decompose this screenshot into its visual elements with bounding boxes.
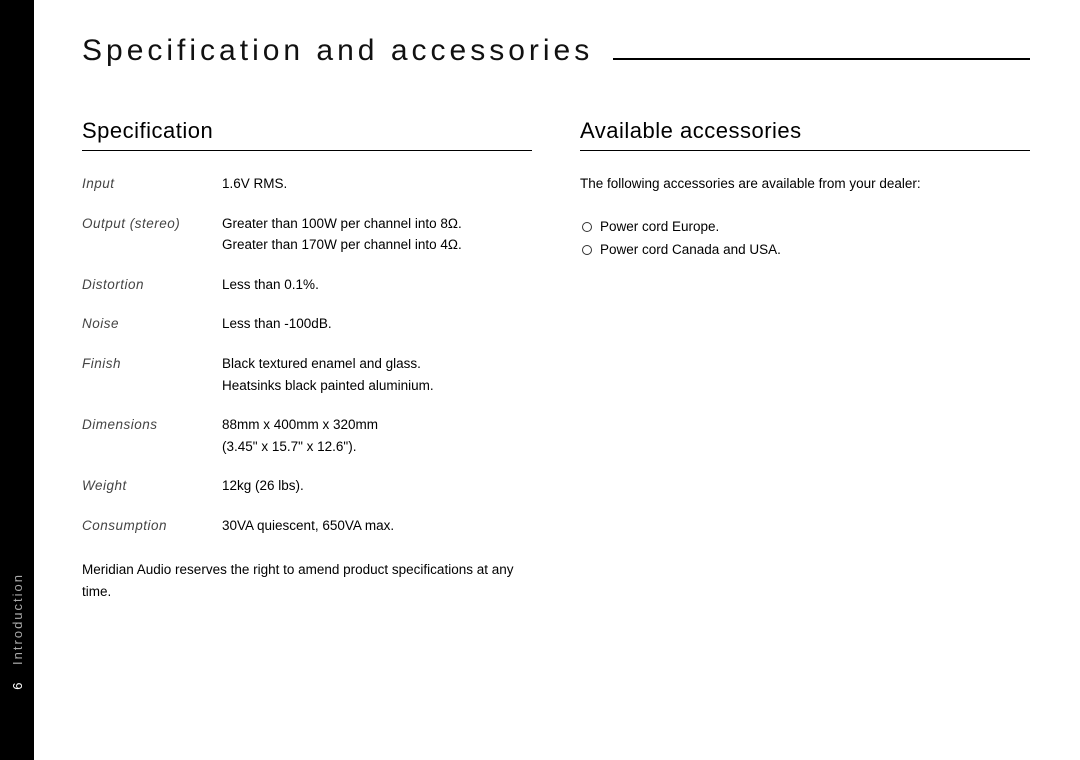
spec-note: Meridian Audio reserves the right to ame… <box>82 559 532 605</box>
spec-row: Output (stereo)Greater than 100W per cha… <box>82 213 462 274</box>
spec-label: Weight <box>82 475 222 515</box>
spec-label: Consumption <box>82 515 222 555</box>
spec-row: Consumption30VA quiescent, 650VA max. <box>82 515 462 555</box>
spec-label: Distortion <box>82 274 222 314</box>
spec-row: DistortionLess than 0.1%. <box>82 274 462 314</box>
sidebar: 6 Introduction <box>0 0 34 760</box>
spec-row: FinishBlack textured enamel and glass.He… <box>82 353 462 414</box>
spec-value: Less than -100dB. <box>222 313 462 353</box>
spec-value: Less than 0.1%. <box>222 274 462 314</box>
accessory-item: Power cord Europe. <box>580 216 1030 239</box>
section-label-text: Introduction <box>10 573 25 665</box>
page-title-row: Specification and accessories <box>82 34 1030 72</box>
right-column: Available accessories The following acce… <box>580 118 1030 604</box>
spec-value: 88mm x 400mm x 320mm(3.45" x 15.7" x 12.… <box>222 414 462 475</box>
spec-value: Black textured enamel and glass.Heatsink… <box>222 353 462 414</box>
bullet-icon <box>582 222 592 232</box>
left-column: Specification Input1.6V RMS. Output (ste… <box>82 118 532 604</box>
spec-value: 1.6V RMS. <box>222 173 462 213</box>
spec-heading: Specification <box>82 118 532 151</box>
spec-row: Dimensions88mm x 400mm x 320mm(3.45" x 1… <box>82 414 462 475</box>
spec-label: Dimensions <box>82 414 222 475</box>
spec-row: Weight12kg (26 lbs). <box>82 475 462 515</box>
section-label: 6 Introduction <box>10 573 25 690</box>
title-rule <box>613 58 1030 60</box>
bullet-icon <box>582 245 592 255</box>
accessories-heading: Available accessories <box>580 118 1030 151</box>
accessory-text: Power cord Europe. <box>600 216 719 239</box>
columns: Specification Input1.6V RMS. Output (ste… <box>82 118 1030 604</box>
accessory-item: Power cord Canada and USA. <box>580 239 1030 262</box>
spec-value: Greater than 100W per channel into 8Ω.Gr… <box>222 213 462 274</box>
spec-value: 12kg (26 lbs). <box>222 475 462 515</box>
spec-label: Output (stereo) <box>82 213 222 274</box>
spec-value: 30VA quiescent, 650VA max. <box>222 515 462 555</box>
spec-row: NoiseLess than -100dB. <box>82 313 462 353</box>
spec-row: Input1.6V RMS. <box>82 173 462 213</box>
page-title: Specification and accessories <box>82 34 593 72</box>
spec-table: Input1.6V RMS. Output (stereo)Greater th… <box>82 173 462 555</box>
accessories-intro: The following accessories are available … <box>580 173 1030 196</box>
accessory-text: Power cord Canada and USA. <box>600 239 781 262</box>
spec-label: Input <box>82 173 222 213</box>
spec-label: Noise <box>82 313 222 353</box>
page-body: Specification and accessories Specificat… <box>34 0 1080 760</box>
page-number: 6 <box>10 681 25 690</box>
spec-label: Finish <box>82 353 222 414</box>
